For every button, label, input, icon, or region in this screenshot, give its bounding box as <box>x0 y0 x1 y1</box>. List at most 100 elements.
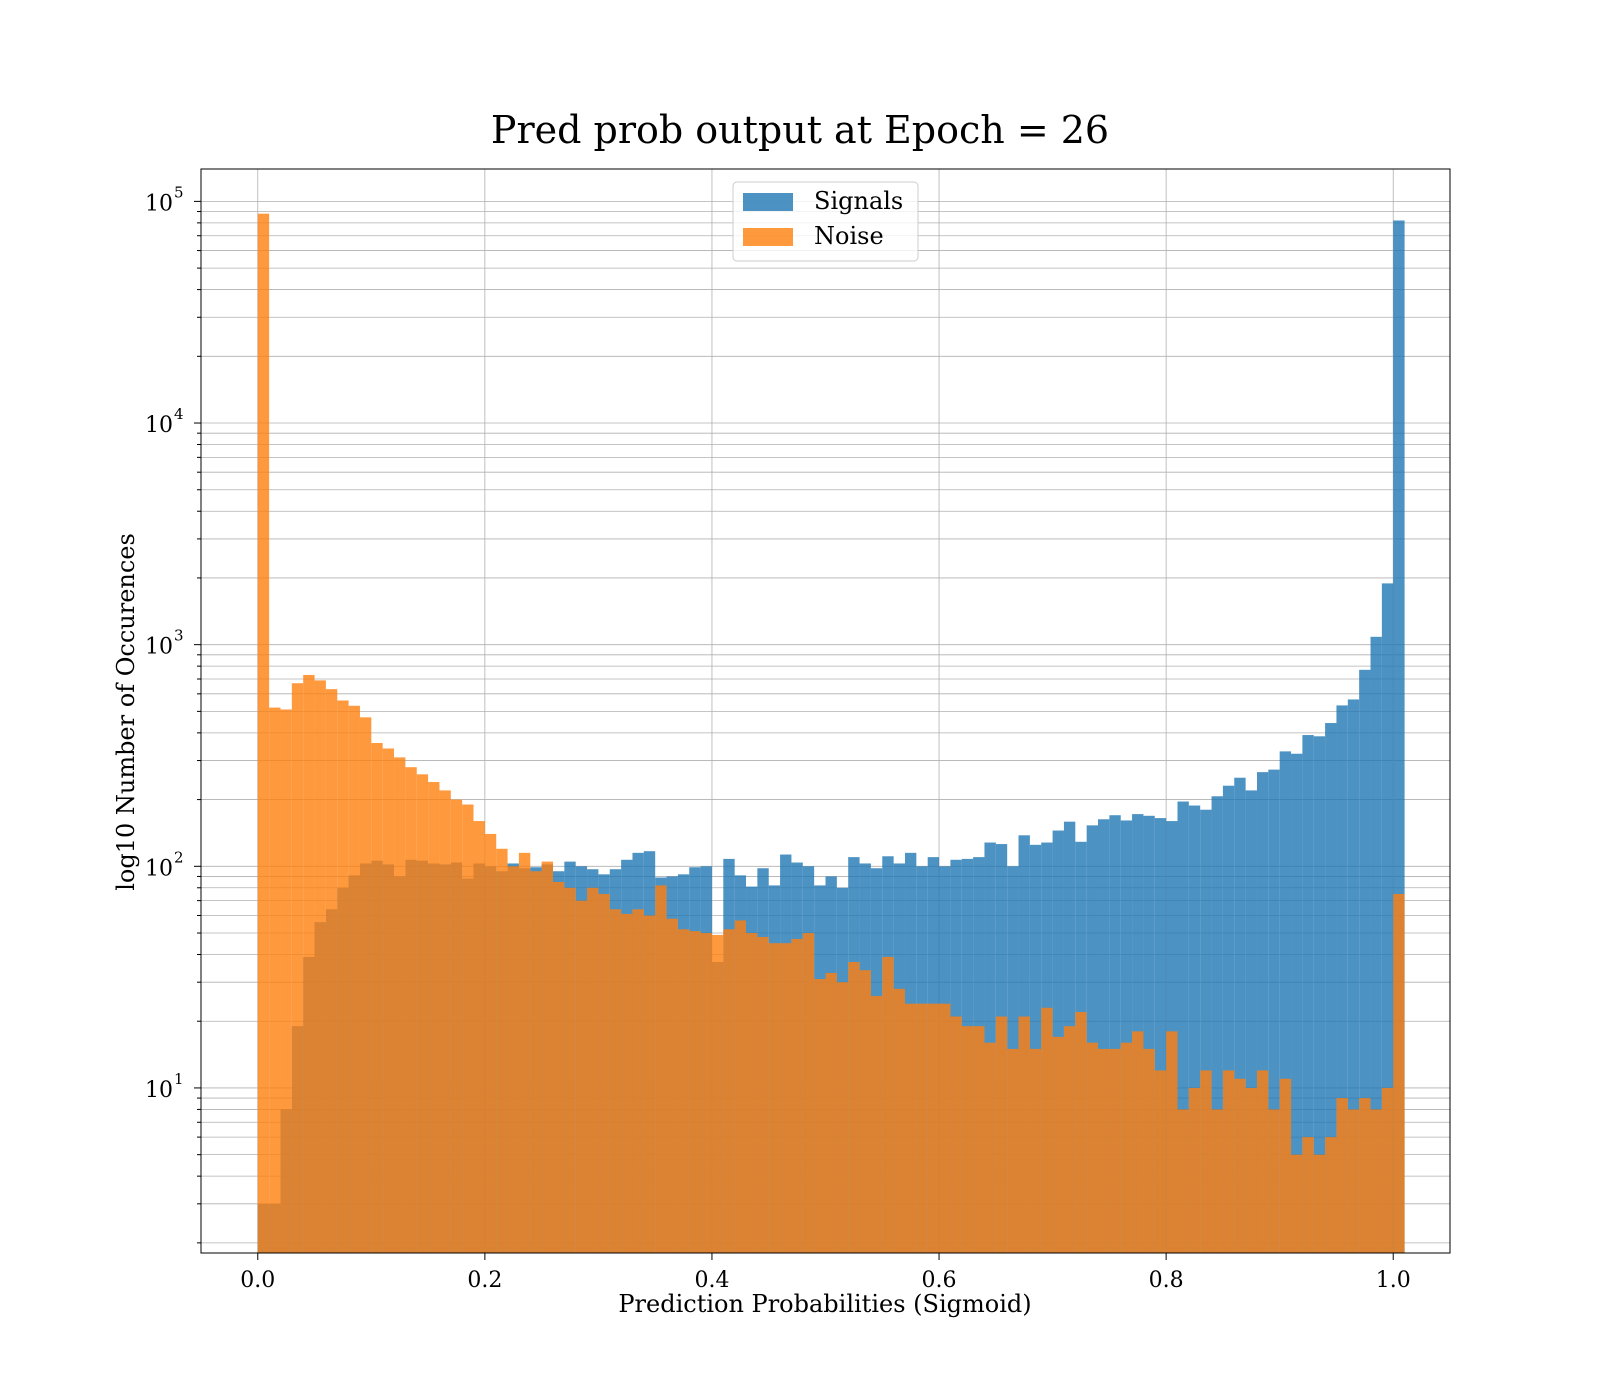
histogram-bar <box>1211 796 1223 1253</box>
noise-series <box>257 213 1405 1254</box>
histogram-bar <box>1347 1109 1360 1253</box>
histogram-bar <box>746 933 758 1253</box>
histogram-bar <box>780 943 792 1253</box>
histogram-bar <box>484 833 497 1253</box>
histogram-bar <box>564 887 576 1253</box>
histogram-bar <box>1268 769 1280 1253</box>
histogram-bar <box>711 934 724 1253</box>
histogram-bar <box>791 938 803 1253</box>
histogram-bar <box>394 757 406 1253</box>
histogram-bar <box>1359 669 1371 1253</box>
histogram-bar <box>1132 1031 1144 1253</box>
histogram-bar <box>1063 1026 1076 1253</box>
histogram-bar <box>587 887 599 1253</box>
y-tick-exponent: 1 <box>174 1070 184 1088</box>
histogram-bar <box>995 1016 1008 1253</box>
histogram-bar <box>609 909 622 1253</box>
histogram-bar <box>598 893 610 1253</box>
legend-swatch-noise <box>743 228 793 246</box>
histogram-bar <box>632 909 644 1253</box>
histogram-bar <box>848 962 860 1253</box>
histogram-bar <box>1234 1078 1246 1253</box>
x-tick-label: 0.0 <box>240 1268 275 1293</box>
histogram-bar <box>1188 1087 1201 1253</box>
histogram-bar <box>904 1003 917 1253</box>
x-tick-label: 0.4 <box>694 1268 729 1293</box>
histogram-bar <box>348 705 360 1253</box>
histogram-bar <box>530 871 542 1253</box>
histogram-bar <box>1120 820 1133 1253</box>
y-tick-label: 10 <box>145 413 173 438</box>
histogram-bar <box>1279 751 1292 1253</box>
histogram-bar <box>337 700 349 1253</box>
histogram-bar <box>655 885 667 1253</box>
y-axis-label: log10 Number of Occurences <box>112 533 140 891</box>
histogram-bar <box>1211 1109 1223 1253</box>
histogram-bar <box>1007 1048 1019 1253</box>
y-tick-label: 10 <box>145 191 173 216</box>
histogram-bar <box>257 213 270 1254</box>
histogram-bar <box>973 1026 985 1253</box>
histogram-bar <box>689 931 701 1253</box>
histogram-bar <box>1109 815 1121 1253</box>
histogram-bar <box>1154 818 1167 1253</box>
histogram-bar <box>1336 705 1348 1253</box>
chart-title: Pred prob output at Epoch = 26 <box>491 108 1109 152</box>
histogram-bar <box>1120 1042 1133 1253</box>
histogram-bar <box>371 743 383 1253</box>
histogram-bar <box>1200 809 1212 1253</box>
histogram-bar <box>1256 1070 1269 1253</box>
histogram-bar <box>416 774 429 1253</box>
histogram-bar <box>916 1003 928 1253</box>
histogram-bar <box>893 988 905 1253</box>
histogram-bar <box>1222 1070 1235 1253</box>
legend: Signals Noise <box>732 181 919 262</box>
histogram-bar <box>1086 1042 1099 1253</box>
y-tick-exponent: 5 <box>174 183 184 201</box>
histogram-bar <box>1336 1098 1348 1253</box>
histogram-bar <box>825 973 837 1253</box>
histogram-bar <box>1143 815 1155 1253</box>
histogram-bar <box>1245 1087 1257 1253</box>
histogram-bar <box>1018 1016 1030 1253</box>
x-axis-label: Prediction Probabilities (Sigmoid) <box>618 1290 1031 1318</box>
histogram-bar <box>939 1003 951 1253</box>
histogram-bar <box>541 861 553 1253</box>
histogram-bar <box>325 689 338 1253</box>
histogram-bar <box>870 995 883 1253</box>
histogram-bar <box>1370 1109 1382 1253</box>
histogram-bar <box>1143 1048 1155 1253</box>
histogram-bar <box>666 918 678 1253</box>
histogram-bar <box>462 804 474 1253</box>
x-tick-label: 0.2 <box>467 1268 502 1293</box>
y-tick-label: 10 <box>145 1078 173 1103</box>
histogram-bar <box>1029 1048 1042 1253</box>
histogram-bar <box>1347 699 1360 1253</box>
histogram-bar <box>1075 1012 1087 1253</box>
histogram-bar <box>1325 1137 1337 1253</box>
histogram-bar <box>1381 583 1394 1253</box>
y-tick-label: 10 <box>145 856 173 881</box>
histogram-bar <box>405 767 417 1253</box>
histogram-bar <box>882 956 894 1253</box>
histogram-bar <box>473 821 485 1253</box>
histogram-bar <box>950 1016 962 1253</box>
histogram-bar <box>757 936 769 1253</box>
histogram-bar <box>1166 1031 1178 1253</box>
histogram-bar <box>677 929 690 1253</box>
histogram-bar <box>382 748 395 1253</box>
histogram-bar <box>1381 1087 1394 1253</box>
y-tick-label: 10 <box>145 635 173 660</box>
legend-swatch-signals <box>743 193 793 211</box>
x-tick-label: 0.8 <box>1149 1268 1184 1293</box>
histogram-bar <box>507 866 519 1253</box>
y-tick-exponent: 3 <box>174 627 184 645</box>
histogram-bar <box>768 943 781 1253</box>
histogram-bar <box>291 683 304 1253</box>
histogram-bar <box>1222 785 1235 1253</box>
histogram-bar <box>1154 1070 1167 1253</box>
histogram-bar <box>1177 1109 1189 1253</box>
x-tick-label: 0.6 <box>922 1268 957 1293</box>
histogram-bar <box>1325 723 1337 1253</box>
